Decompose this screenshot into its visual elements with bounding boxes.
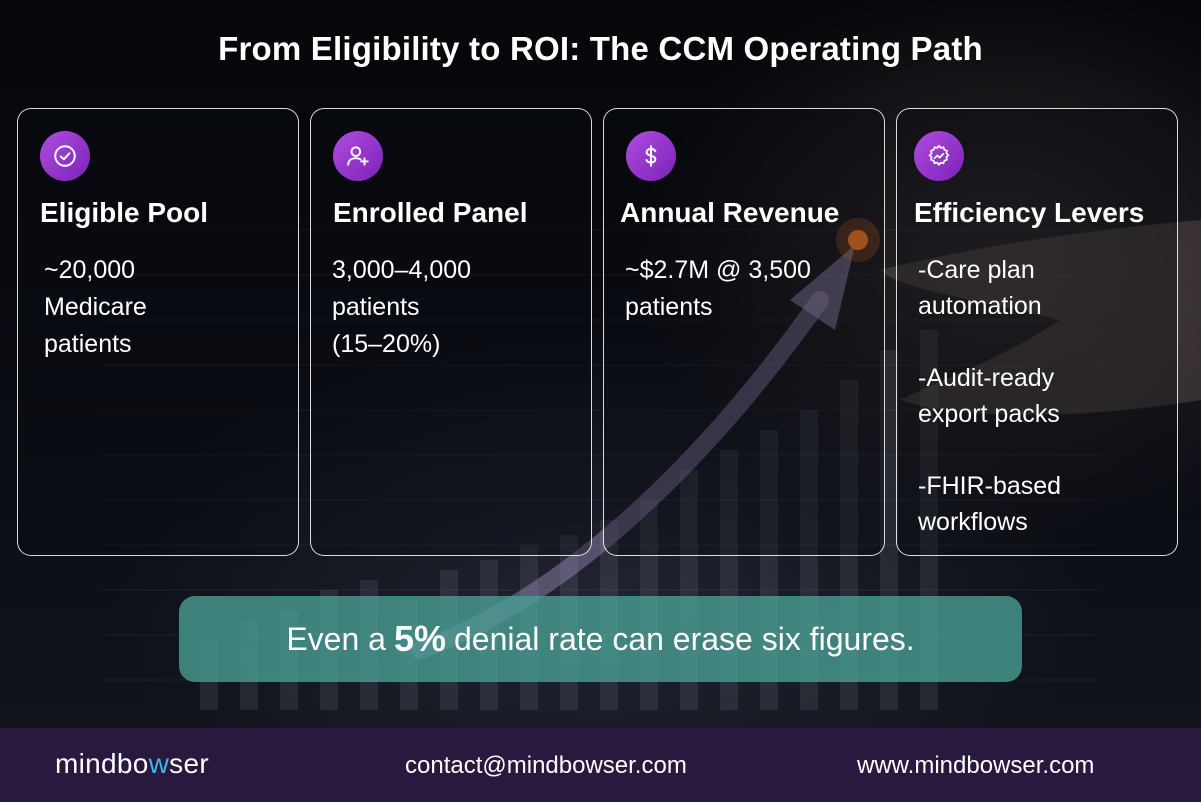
gear-trend-icon: [914, 131, 964, 181]
mindbowser-logo: mindbowser: [55, 748, 209, 779]
check-circle-icon: [40, 131, 90, 181]
highlight-percent: 5%: [393, 618, 446, 659]
card-body: ~20,000 Medicare patients: [44, 256, 147, 358]
card-enrolled-panel: Enrolled Panel 3,000–4,000 patients (15–…: [310, 108, 592, 556]
contact-email[interactable]: contact@mindbowser.com: [405, 752, 687, 779]
card-efficiency-levers: Efficiency Levers -Care plan automation …: [896, 108, 1178, 556]
user-plus-icon: [333, 131, 383, 181]
card-heading: Efficiency Levers: [914, 197, 1145, 228]
dollar-icon: [626, 131, 676, 181]
card-annual-revenue: Annual Revenue ~$2.7M @ 3,500 patients: [603, 108, 885, 556]
page-title: From Eligibility to ROI: The CCM Operati…: [218, 30, 983, 67]
footer: mindbowser contact@mindbowser.com www.mi…: [0, 728, 1201, 802]
lever-list: -Care plan automation -Audit-ready expor…: [918, 252, 1168, 576]
denial-rate-banner: Even a 5% denial rate can erase six figu…: [179, 596, 1022, 682]
list-item: -Audit-ready export packs: [918, 364, 1060, 428]
card-heading: Annual Revenue: [620, 197, 840, 228]
list-item: -FHIR-based workflows: [918, 472, 1062, 536]
card-body: ~$2.7M @ 3,500 patients: [625, 256, 811, 321]
card-heading: Enrolled Panel: [333, 197, 528, 228]
list-item: -Care plan automation: [918, 256, 1042, 320]
card-body: 3,000–4,000 patients (15–20%): [332, 256, 472, 358]
card-heading: Eligible Pool: [40, 197, 209, 228]
card-eligible-pool: Eligible Pool ~20,000 Medicare patients: [17, 108, 299, 556]
website-link[interactable]: www.mindbowser.com: [857, 752, 1095, 779]
